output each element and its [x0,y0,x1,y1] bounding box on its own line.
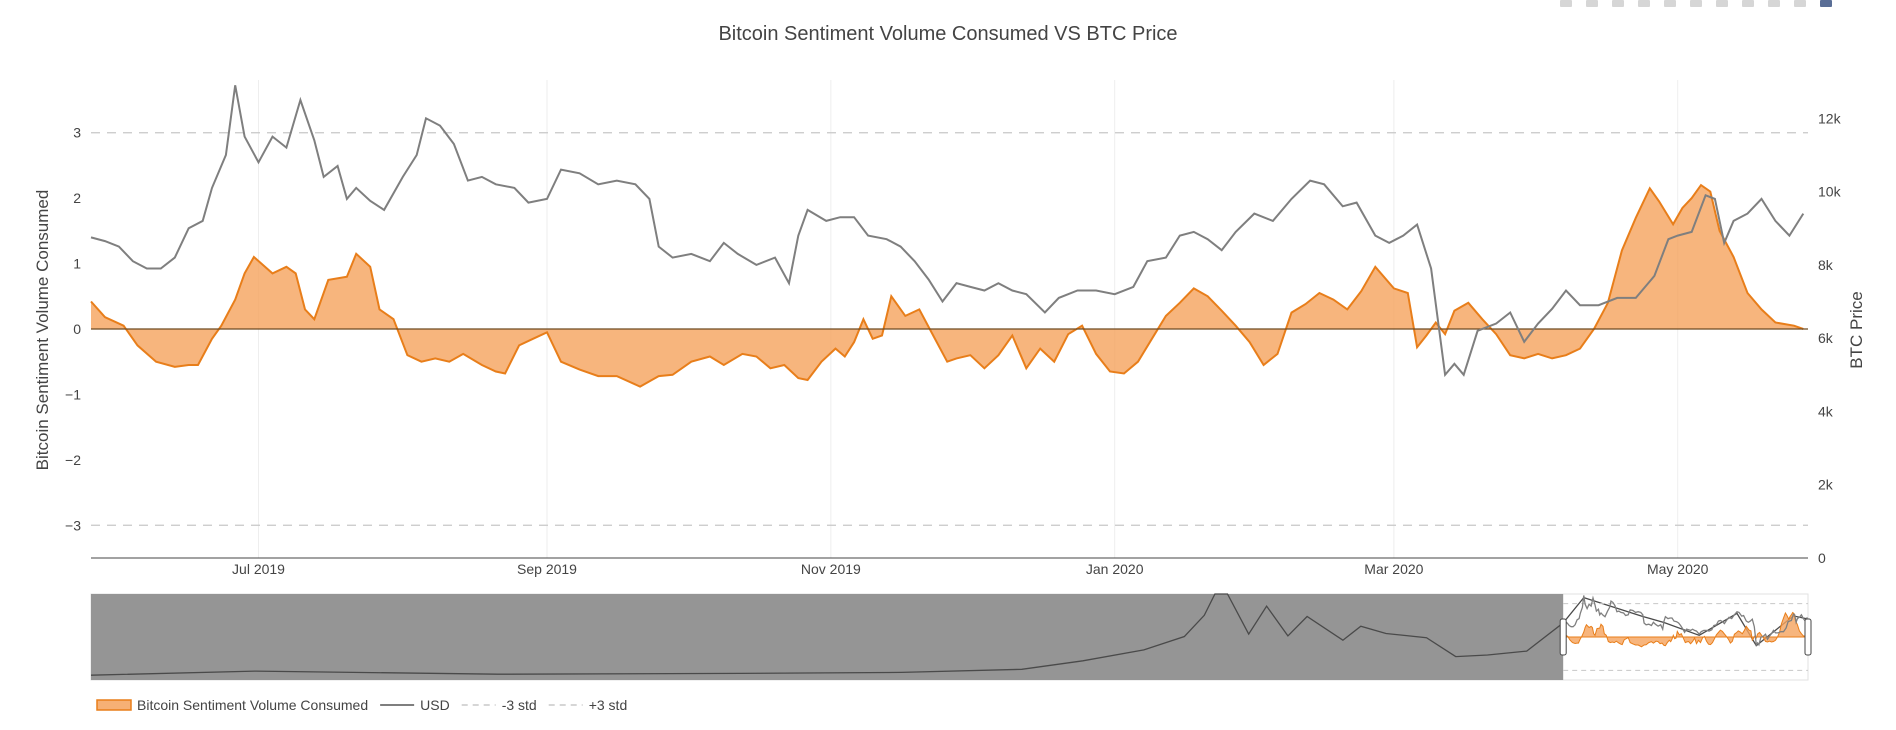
legend-label: USD [420,697,450,713]
zoom-in-icon[interactable] [1638,0,1650,7]
y-tick-label: −3 [65,517,81,533]
spike-lines-icon[interactable] [1742,0,1754,7]
chart-title: Bitcoin Sentiment Volume Consumed VS BTC… [718,23,1177,45]
mini-usd-line [1563,595,1808,647]
y2-tick-label: 10k [1818,184,1842,200]
legend-item[interactable]: +3 std [548,697,628,713]
y-tick-label: −2 [65,452,81,468]
y-axis: 3 2 1 0 −1 −2 −3 [65,125,81,534]
y2-tick-label: 4k [1818,403,1834,419]
y-tick-label: 0 [73,321,81,337]
legend-label: +3 std [589,697,628,713]
camera-icon[interactable] [1560,0,1572,7]
zoom-out-icon[interactable] [1664,0,1676,7]
y2-tick-label: 8k [1818,257,1834,273]
legend-label: Bitcoin Sentiment Volume Consumed [137,697,368,713]
autoscale-icon[interactable] [1690,0,1702,7]
pan-icon[interactable] [1612,0,1624,7]
range-slider-right-handle[interactable] [1804,618,1812,656]
range-slider-left-handle[interactable] [1559,618,1567,656]
legend-item[interactable]: Bitcoin Sentiment Volume Consumed [96,697,368,713]
y2-tick-label: 6k [1818,330,1834,346]
legend-item[interactable]: USD [380,697,450,713]
x-tick-label: Jan 2020 [1086,561,1144,577]
y-tick-label: 3 [73,125,81,141]
range-slider-mask[interactable] [91,594,1564,680]
range-slider-usd-line [90,593,1808,676]
legend-item[interactable]: -3 std [461,697,537,713]
plotly-logo-icon[interactable] [1820,0,1832,7]
x-axis: Jul 2019 Sep 2019 Nov 2019 Jan 2020 Mar 2020… [91,557,1808,577]
range-slider[interactable] [90,593,1812,681]
y2-axis-title: BTC Price [1847,291,1866,368]
x-tick-label: Nov 2019 [801,561,861,577]
usd-price-line[interactable] [90,85,1805,378]
y2-tick-label: 2k [1818,477,1834,493]
mini-sentiment-area [1562,611,1808,648]
sentiment-line[interactable] [90,183,1804,388]
y2-axis: 12k 10k 8k 6k 4k 2k 0 [1818,110,1842,566]
chart-toolbar [1560,0,1832,10]
y-tick-label: 1 [73,256,81,272]
hover-closest-icon[interactable] [1768,0,1780,7]
x-tick-label: Mar 2020 [1364,561,1423,577]
y-axis-title: Bitcoin Sentiment Volume Consumed [33,190,52,471]
y2-tick-label: 12k [1818,110,1842,126]
y-tick-label: −1 [65,386,81,402]
x-tick-label: May 2020 [1647,561,1709,577]
hover-compare-icon[interactable] [1794,0,1806,7]
y-tick-label: 2 [73,190,81,206]
x-tick-label: Sep 2019 [517,561,577,577]
y2-tick-label: 0 [1818,550,1826,566]
sentiment-area[interactable] [91,185,1804,387]
x-tick-label: Jul 2019 [232,561,285,577]
plot-area[interactable] [90,85,1808,526]
reset-axes-icon[interactable] [1716,0,1728,7]
legend-label: -3 std [502,697,537,713]
legend-swatch-area [96,699,132,711]
legend: Bitcoin Sentiment Volume Consumed USD -3 s… [96,697,628,713]
zoom-icon[interactable] [1586,0,1598,7]
